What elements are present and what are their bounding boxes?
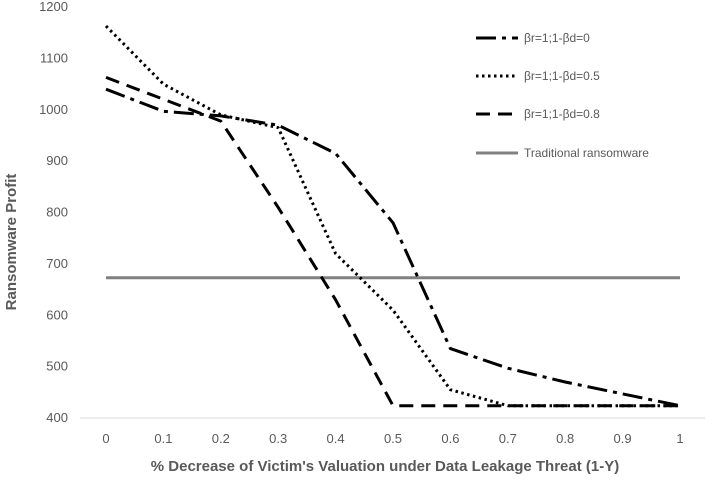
- x-tick-label: 0.2: [212, 431, 230, 446]
- x-tick-label: 1: [676, 431, 683, 446]
- series-lines: [104, 24, 681, 408]
- y-tick-label: 500: [46, 359, 68, 374]
- legend-entry: βr=1;1-βd=0.8: [524, 107, 600, 121]
- x-tick-label: 0.1: [154, 431, 172, 446]
- y-tick-label: 1100: [40, 50, 68, 65]
- x-tick-label: 0.3: [269, 431, 287, 446]
- x-axis-label: % Decrease of Victim's Valuation under D…: [151, 458, 619, 475]
- legend-entry: Traditional ransomware: [524, 146, 649, 160]
- y-tick-labels: 400 500 600 700 800 900 1000 1100 1200: [39, 0, 68, 425]
- y-tick-label: 1000: [39, 102, 68, 117]
- y-tick-label: 700: [46, 256, 68, 271]
- x-tick-label: 0.7: [499, 431, 517, 446]
- y-tick-label: 600: [46, 307, 68, 322]
- x-tick-label: 0.4: [327, 431, 345, 446]
- y-tick-label: 900: [46, 153, 68, 168]
- x-tick-label: 0.5: [384, 431, 402, 446]
- legend: βr=1;1-βd=0 βr=1;1-βd=0.5 βr=1;1-βd=0.8 Tra…: [476, 31, 649, 160]
- y-tick-label: 1200: [39, 0, 68, 14]
- y-axis-label: Ransomware Profit: [3, 174, 20, 311]
- legend-entry: βr=1;1-βd=0.5: [524, 69, 600, 83]
- x-tick-label: 0.6: [441, 431, 459, 446]
- x-tick-label: 0: [102, 431, 109, 446]
- legend-entry: βr=1;1-βd=0: [524, 31, 590, 45]
- series-line-1: [105, 87, 681, 408]
- x-tick-label: 0.8: [556, 431, 574, 446]
- series-line-3: [105, 75, 680, 408]
- y-tick-label: 800: [46, 205, 68, 220]
- x-tick-label: 0.9: [614, 431, 632, 446]
- y-tick-label: 400: [46, 410, 68, 425]
- x-tick-labels: 0 0.1 0.2 0.3 0.4 0.5 0.6 0.7 0.8 0.9 1: [102, 431, 683, 446]
